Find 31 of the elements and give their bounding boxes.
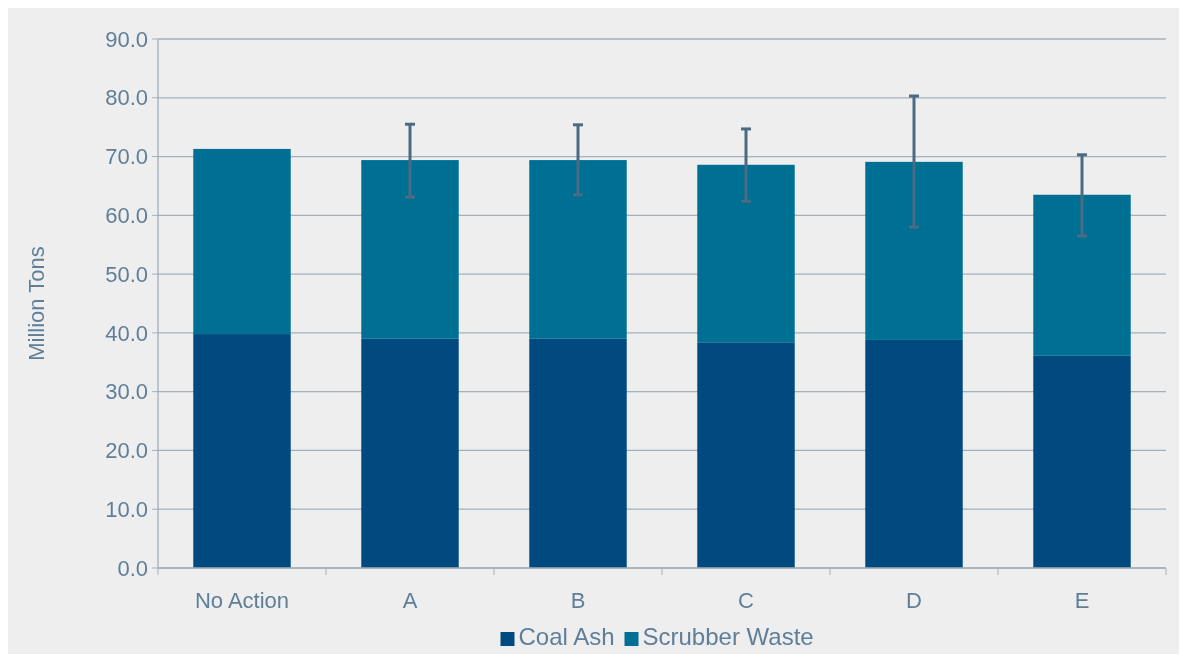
bar [193,334,291,568]
bar [697,164,795,343]
x-tick-label: D [906,588,922,613]
bar [361,160,459,339]
x-tick-label: No Action [194,588,290,613]
bar [865,161,963,340]
y-axis-title: Million Tons [24,246,49,361]
bar [193,148,291,335]
x-tick-label: E [1074,588,1090,613]
y-tick-label: 90.0 [105,26,148,52]
legend-label: Scrubber Waste [642,623,814,650]
y-tick-label: 10.0 [105,496,148,522]
y-tick-label: 50.0 [105,261,148,287]
bar [697,342,795,568]
bar [1033,355,1131,568]
y-tick-label: 60.0 [105,203,148,229]
legend-label: Coal Ash [518,623,615,650]
x-tick-label: B [570,588,586,613]
bar [529,338,627,568]
x-tick-label: C [738,588,755,613]
bar [529,160,627,339]
bar [1033,194,1131,356]
y-tick-label: 0.0 [117,555,148,581]
y-tick-label: 40.0 [105,320,148,346]
y-tick-label: 80.0 [105,85,148,111]
x-tick-label: A [402,588,418,613]
bar [361,338,459,568]
y-tick-label: 20.0 [105,438,148,464]
y-tick-label: 70.0 [105,144,148,170]
bar [865,339,963,568]
y-tick-label: 30.0 [105,379,148,405]
